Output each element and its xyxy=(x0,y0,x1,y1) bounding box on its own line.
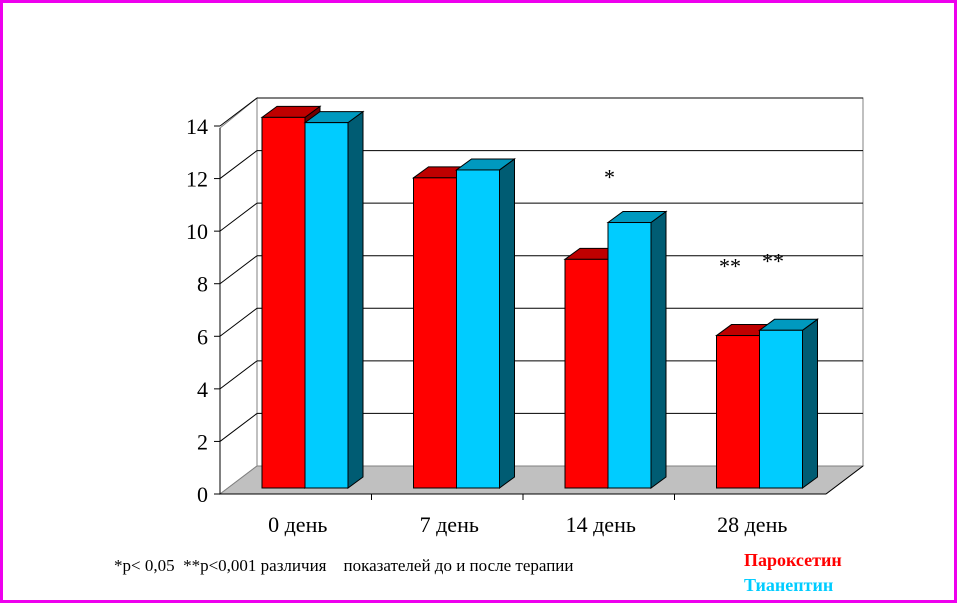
chart-side-wall xyxy=(219,96,258,496)
legend-item-tianeptine: Тианептин xyxy=(744,575,834,595)
x-tick-label: 0 день xyxy=(268,512,327,537)
gridline-side xyxy=(219,307,258,337)
significance-footnote: *p< 0,05 **p<0,001 различия показателей … xyxy=(114,556,574,575)
x-tick-label: 7 день xyxy=(420,512,479,537)
bar-paroxetine xyxy=(716,335,760,489)
significance-marker: ** xyxy=(762,248,784,273)
y-tick-label: 2 xyxy=(197,429,208,454)
significance-marker: * xyxy=(604,165,615,190)
bar-paroxetine xyxy=(564,258,609,489)
bar-tianeptine-side xyxy=(347,110,364,489)
bar-tianeptine xyxy=(759,329,803,489)
legend: Пароксетин Тианептин xyxy=(744,548,842,598)
bar-paroxetine xyxy=(413,177,457,489)
y-tick-label: 8 xyxy=(197,272,208,297)
gridline-side xyxy=(219,150,258,179)
legend-item-paroxetine: Пароксетин xyxy=(744,550,842,570)
y-tick-label: 4 xyxy=(197,377,208,402)
y-tick-label: 14 xyxy=(186,114,208,139)
bar-paroxetine xyxy=(261,116,306,489)
x-axis-depth xyxy=(825,465,864,495)
x-tick-label: 28 день xyxy=(717,512,787,537)
gridline-side xyxy=(219,97,258,127)
y-tick-label: 6 xyxy=(197,324,208,349)
bar-tianeptine-side xyxy=(650,210,667,489)
bar-tianeptine xyxy=(456,169,500,489)
x-tick-label: 14 день xyxy=(566,512,636,537)
bar-tianeptine xyxy=(607,222,652,489)
bar-tianeptine xyxy=(304,122,349,489)
y-tick-label: 10 xyxy=(186,219,208,244)
gridline-side xyxy=(219,413,258,442)
gridline-side xyxy=(219,255,258,285)
significance-marker: ** xyxy=(719,254,741,279)
bar-tianeptine-side xyxy=(499,157,515,489)
y-tick-label: 12 xyxy=(186,167,208,192)
gridline-side xyxy=(219,360,258,390)
bar-tianeptine-side xyxy=(802,318,818,489)
gridline-side xyxy=(219,202,258,232)
y-tick-label: 0 xyxy=(197,482,208,507)
